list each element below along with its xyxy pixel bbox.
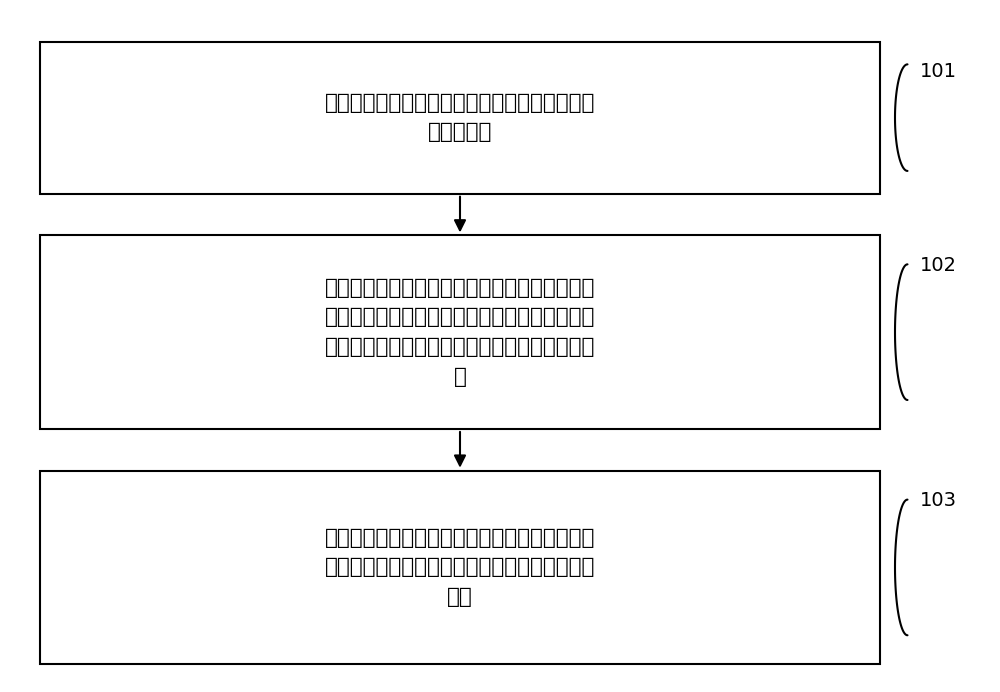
Text: 根据高压放电产生的等离子体中太赫兹波透射特
性等效测量太赫兹波在目标等离子鞘套中的传输
特性: 根据高压放电产生的等离子体中太赫兹波透射特 性等效测量太赫兹波在目标等离子鞘套中… <box>325 528 595 607</box>
FancyBboxPatch shape <box>40 42 880 194</box>
Text: 根据所述目标等离子鞘套电子密度及其分布，对
所述目标等离子体鞘套进行仿真建模，采用高压
放电产生的等效等离子体模拟所述目标等离子鞘
套: 根据所述目标等离子鞘套电子密度及其分布，对 所述目标等离子体鞘套进行仿真建模，采… <box>325 277 595 387</box>
Text: 101: 101 <box>920 62 957 81</box>
FancyBboxPatch shape <box>40 471 880 664</box>
FancyBboxPatch shape <box>40 235 880 429</box>
Text: 102: 102 <box>920 256 957 275</box>
Text: 103: 103 <box>920 491 957 510</box>
Text: 通过朗缪尔探针方式获取目标等离子鞘套电子密
度及其分布: 通过朗缪尔探针方式获取目标等离子鞘套电子密 度及其分布 <box>325 93 595 143</box>
